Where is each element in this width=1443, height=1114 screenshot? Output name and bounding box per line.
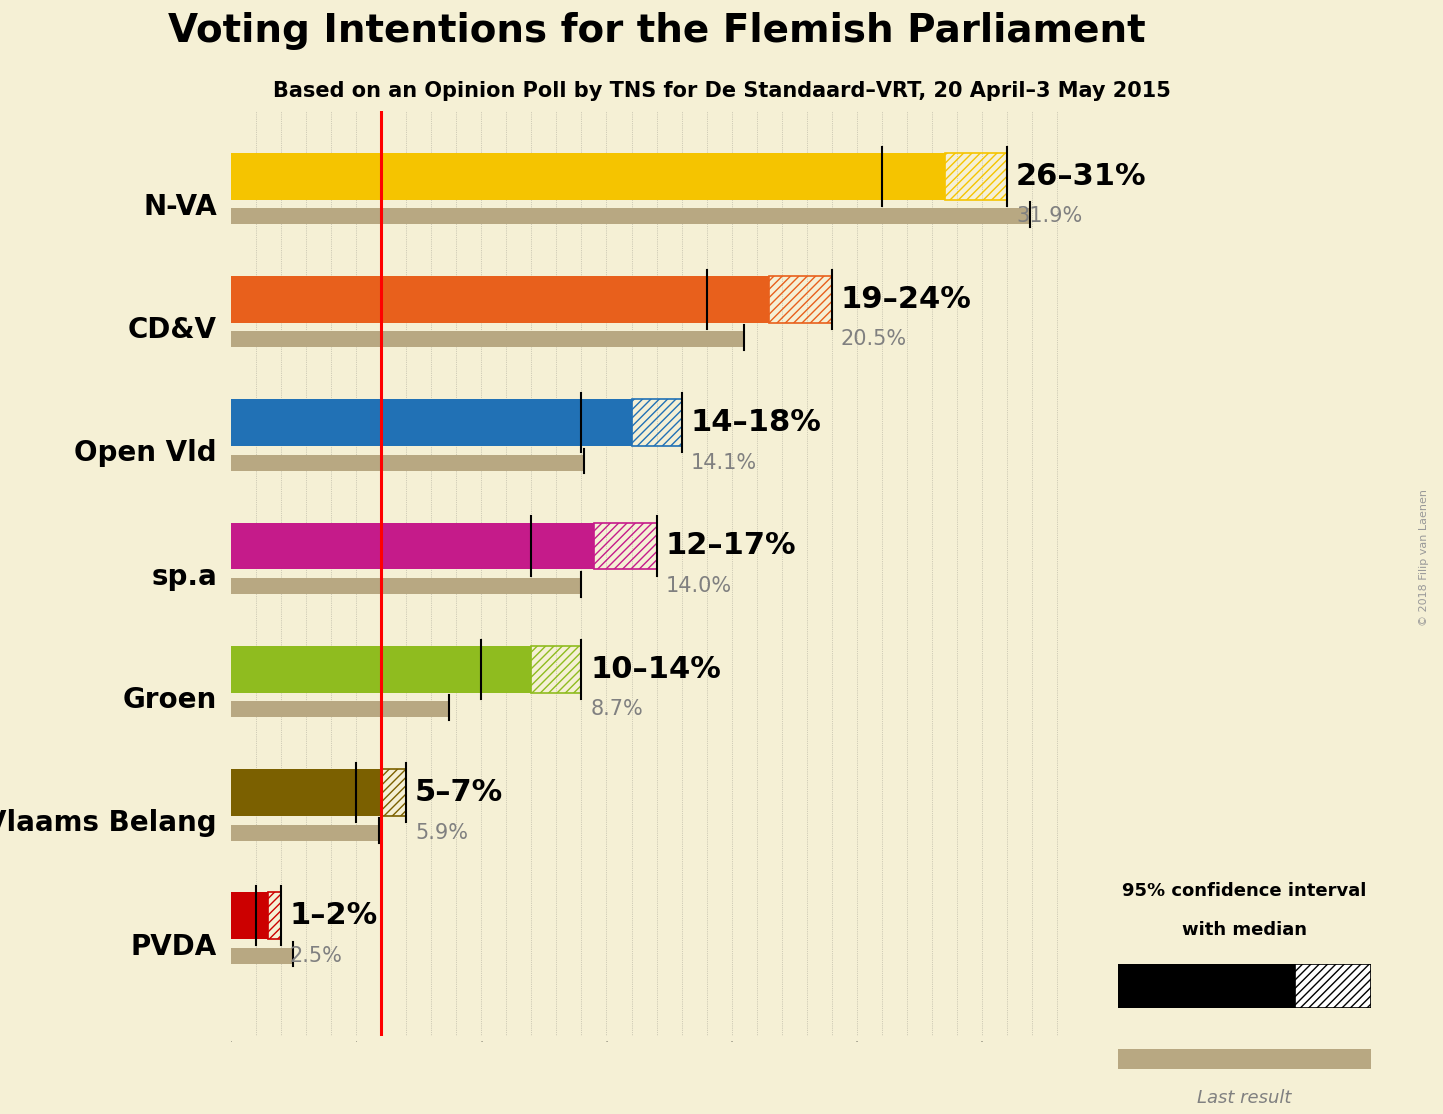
Text: 2.5%: 2.5% [290, 946, 342, 966]
Bar [231, 892, 255, 939]
Text: with median: with median [1182, 921, 1307, 939]
Bar [632, 399, 681, 446]
Bar [381, 769, 405, 815]
Text: Last result: Last result [1198, 1089, 1291, 1107]
Bar [231, 646, 482, 693]
Text: 5–7%: 5–7% [416, 778, 504, 807]
Text: 12–17%: 12–17% [665, 531, 797, 560]
Text: 31.9%: 31.9% [1016, 206, 1082, 226]
Bar [356, 769, 381, 815]
Text: 95% confidence interval: 95% confidence interval [1123, 882, 1367, 900]
Text: 1–2%: 1–2% [290, 901, 378, 930]
Text: © 2018 Filip van Laenen: © 2018 Filip van Laenen [1420, 489, 1429, 625]
Bar [231, 153, 882, 199]
Text: 14.0%: 14.0% [665, 576, 732, 596]
Title: Voting Intentions for the Flemish Parliament: Voting Intentions for the Flemish Parlia… [167, 12, 1146, 50]
Bar [231, 455, 584, 471]
Text: Based on an Opinion Poll by TNS for De Standaard–VRT, 20 April–3 May 2015: Based on an Opinion Poll by TNS for De S… [273, 81, 1170, 101]
Bar [231, 578, 582, 594]
Bar [482, 646, 531, 693]
Bar [231, 769, 356, 815]
Bar [231, 824, 378, 841]
Bar [231, 332, 745, 348]
Text: 14.1%: 14.1% [690, 452, 756, 472]
Bar [268, 892, 281, 939]
Bar [231, 399, 582, 446]
Bar [231, 522, 531, 569]
Bar [531, 646, 582, 693]
Bar [582, 399, 632, 446]
Text: 10–14%: 10–14% [590, 655, 722, 684]
Bar [707, 276, 769, 323]
Bar [231, 276, 707, 323]
Text: 19–24%: 19–24% [841, 285, 971, 314]
Bar [231, 948, 293, 964]
Bar [882, 153, 945, 199]
Bar [231, 208, 1030, 224]
Bar [531, 522, 595, 569]
Text: 8.7%: 8.7% [590, 700, 644, 720]
Bar [769, 276, 831, 323]
Bar [945, 153, 1007, 199]
Bar [255, 892, 268, 939]
Bar [595, 522, 657, 569]
Text: 14–18%: 14–18% [690, 408, 821, 437]
Text: 26–31%: 26–31% [1016, 162, 1147, 190]
Bar [231, 702, 449, 717]
Text: 20.5%: 20.5% [841, 330, 906, 350]
Text: 5.9%: 5.9% [416, 822, 468, 842]
